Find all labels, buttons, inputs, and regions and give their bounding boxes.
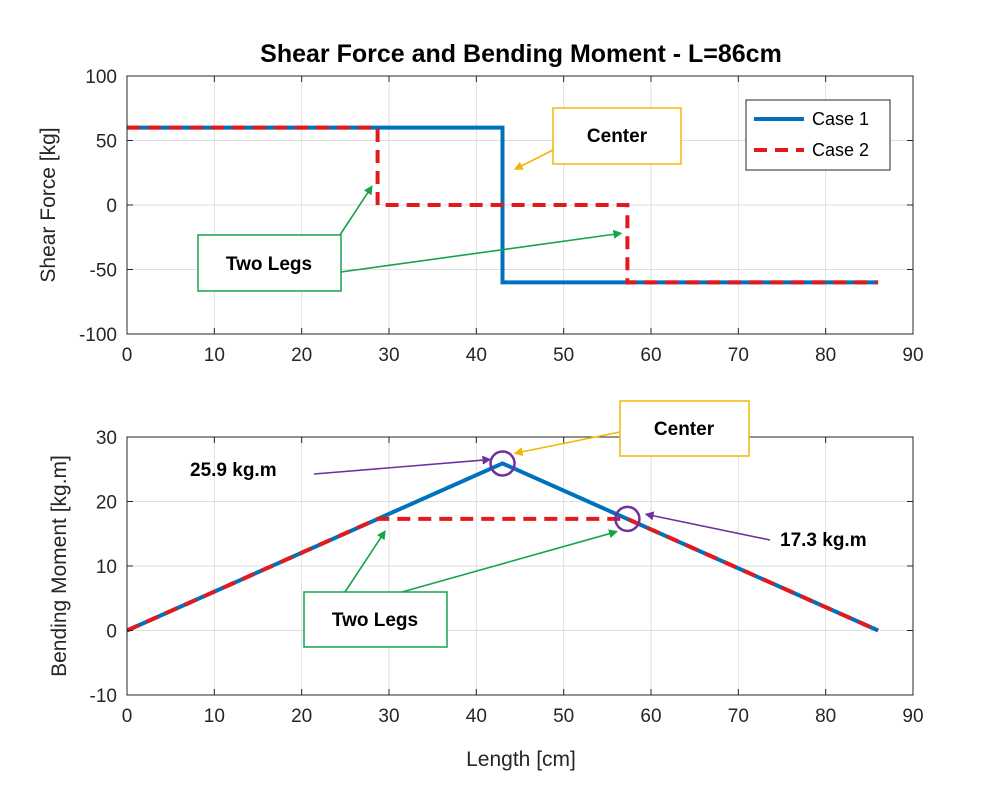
x-tick-label: 90 [902,345,923,366]
two-legs-arrow-top-b [340,229,623,273]
x-tick-label: 50 [553,706,574,727]
legend-box [745,99,891,171]
moment-case2-line [126,516,879,633]
moment-y-axis-label: Bending Moment [kg.m] [48,455,71,677]
x-tick-label: 20 [291,706,312,727]
x-tick-label: 10 [204,706,225,727]
x-tick-label: 20 [291,345,312,366]
y-tick-label: 20 [96,493,117,514]
center-box-bottom [619,400,750,457]
center-arrow-bottom [513,431,621,457]
two-legs-label-bottom: Two Legs [332,610,418,631]
x-tick-label: 0 [122,345,133,366]
peak-two-legs-marker [614,505,641,533]
y-tick-label: 0 [106,196,117,217]
x-tick-label: 30 [378,706,399,727]
y-tick-label: -50 [90,261,117,282]
two-legs-arrow-bottom-a [344,530,386,593]
x-tick-label: 40 [466,345,487,366]
x-tick-label: 80 [815,706,836,727]
x-tick-label: 80 [815,345,836,366]
x-tick-label: 10 [204,345,225,366]
shear-ticks: 0 10 20 30 40 50 60 70 80 90 100 50 0 -50 -100 [79,67,924,366]
peak-center-value-arrow [313,455,492,475]
y-tick-label: 0 [106,622,117,643]
x-tick-label: 70 [728,706,749,727]
y-tick-label: 10 [96,557,117,578]
two-legs-arrow-bottom-b [401,529,618,593]
peak-center-value: 25.9 kg.m [190,460,277,481]
y-tick-label: 100 [85,67,117,88]
chart-title: Shear Force and Bending Moment - L=86cm [260,40,782,68]
y-tick-label: 30 [96,428,117,449]
y-tick-label: -100 [79,325,117,346]
shear-y-axis-label: Shear Force [kg] [37,127,60,282]
y-tick-label: 50 [96,132,117,153]
shear-case2-line [127,125,879,285]
shear-series [127,125,879,285]
legend-case2-label: Case 2 [812,140,869,160]
two-legs-box-bottom [303,591,448,648]
moment-series [126,461,879,633]
x-tick-label: 30 [378,345,399,366]
x-tick-label: 90 [902,706,923,727]
peak-two-legs-value: 17.3 kg.m [780,530,867,551]
two-legs-label-top: Two Legs [226,254,312,275]
x-tick-label: 50 [553,345,574,366]
center-label-top: Center [587,126,648,147]
x-tick-label: 40 [466,706,487,727]
x-tick-label: 0 [122,706,133,727]
center-box-top [552,107,682,165]
shear-force-plot: 0 10 20 30 40 50 60 70 80 90 100 50 0 -50 -100 Shear F… [37,67,924,366]
x-tick-label: 70 [728,345,749,366]
legend-case1-label: Case 1 [812,109,869,129]
y-tick-label: -10 [90,686,117,707]
two-legs-box-top [197,234,342,292]
center-arrow-top [513,149,554,170]
center-label-bottom: Center [654,419,715,440]
two-legs-arrow-top-a [337,185,373,239]
annotations: Center Two Legs Center Two Legs 25.9 kg.… [190,107,867,648]
x-tick-label: 60 [640,706,661,727]
peak-two-legs-value-arrow [644,511,771,541]
x-tick-label: 60 [640,345,661,366]
x-axis-label: Length [cm] [466,748,576,771]
legend: Case 1 Case 2 [745,99,891,171]
